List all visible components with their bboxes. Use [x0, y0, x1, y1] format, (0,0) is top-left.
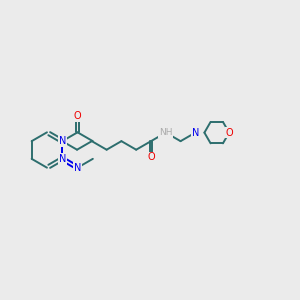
Text: N: N: [74, 163, 81, 173]
Text: O: O: [74, 111, 81, 121]
Text: O: O: [225, 128, 233, 138]
Text: N: N: [58, 136, 66, 146]
Text: N: N: [58, 154, 66, 164]
Text: NH: NH: [159, 128, 172, 137]
Text: O: O: [147, 152, 155, 162]
Text: N: N: [192, 128, 199, 138]
